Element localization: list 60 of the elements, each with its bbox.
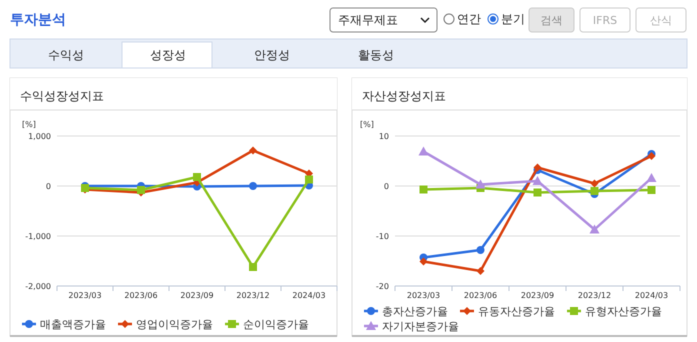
y-tick-label: 0 [46, 182, 51, 191]
point [137, 186, 145, 194]
text: 분기 [501, 12, 525, 26]
x-tick-label: 2023/09 [520, 291, 554, 300]
point [249, 263, 257, 271]
point [646, 173, 656, 182]
point [249, 146, 257, 154]
y-tick-label: 1,000 [28, 132, 51, 141]
y-axis-title: [%] [22, 120, 36, 129]
point [534, 188, 542, 196]
text: 산식 [650, 14, 672, 27]
x-tick-label: 2024/03 [634, 291, 668, 300]
text: 안정성 [254, 48, 290, 62]
point [590, 180, 598, 188]
point [590, 224, 600, 234]
x-tick-label: 2023/06 [464, 291, 498, 300]
x-tick-label: 2023/03 [406, 291, 440, 300]
point [534, 164, 542, 172]
x-tick-label: 2023/03 [68, 291, 102, 300]
point [476, 246, 484, 254]
text: 투자분석 [10, 12, 66, 28]
legend-label: 자기자본증가율 [382, 320, 459, 333]
text: 성장성 [150, 48, 186, 62]
point [590, 187, 598, 195]
legend-label: 유동자산증가율 [478, 305, 555, 318]
text: IFRS [592, 14, 618, 27]
point [532, 176, 542, 185]
text: 주재무제표 [338, 13, 398, 27]
text: 연간 [457, 12, 481, 26]
text: 활동성 [358, 48, 394, 62]
legend-label: 순이익증가율 [243, 318, 309, 331]
point [476, 180, 486, 188]
legend-label: 유형자산증가율 [585, 305, 662, 318]
chart-title: 수익성장성지표 [20, 89, 104, 103]
x-tick-label: 2023/06 [124, 291, 158, 300]
point [420, 186, 428, 194]
point [476, 267, 484, 275]
x-tick-label: 2024/03 [292, 291, 326, 300]
y-axis-title: [%] [360, 120, 374, 129]
chart-title: 자산성장성지표 [362, 89, 446, 103]
text: 수익성 [48, 48, 84, 62]
y-tick-label: 0 [384, 182, 389, 191]
legend-label: 영업이익증가율 [136, 318, 213, 331]
point [249, 182, 257, 190]
point [305, 176, 313, 184]
y-tick-label: -2,000 [25, 282, 51, 291]
legend-label: 총자산증가율 [382, 305, 448, 318]
x-tick-label: 2023/12 [236, 291, 270, 300]
legend-label: 매출액증가율 [40, 318, 106, 331]
point [420, 258, 428, 266]
y-tick-label: 10 [378, 132, 389, 141]
y-tick-label: -1,000 [25, 232, 51, 241]
x-tick-label: 2023/12 [578, 291, 612, 300]
y-tick-label: -10 [376, 232, 389, 241]
text: 검색 [540, 14, 562, 27]
y-tick-label: -20 [376, 282, 389, 291]
point [193, 173, 201, 181]
point [648, 186, 656, 194]
point [418, 146, 428, 156]
x-tick-label: 2023/09 [180, 291, 214, 300]
